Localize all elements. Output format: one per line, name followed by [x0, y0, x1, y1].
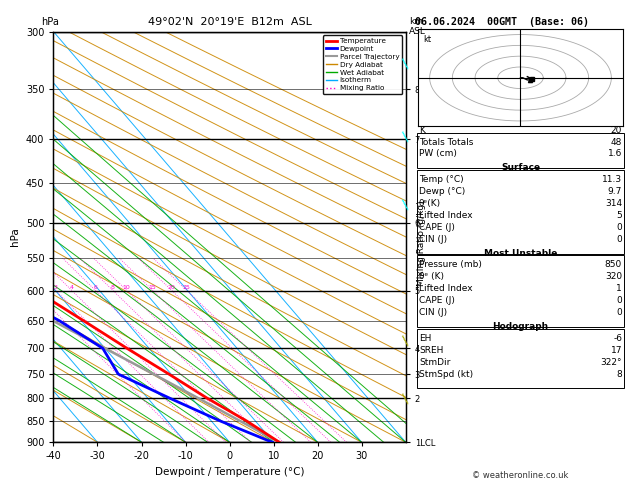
Text: 8: 8	[616, 369, 622, 379]
Text: 0: 0	[616, 296, 622, 305]
Text: hPa: hPa	[41, 17, 58, 27]
Text: 20: 20	[611, 125, 622, 135]
Text: Totals Totals: Totals Totals	[419, 138, 473, 147]
Legend: Temperature, Dewpoint, Parcel Trajectory, Dry Adiabat, Wet Adiabat, Isotherm, Mi: Temperature, Dewpoint, Parcel Trajectory…	[323, 35, 402, 94]
Text: Hodograph: Hodograph	[493, 322, 548, 331]
Text: Pressure (mb): Pressure (mb)	[419, 260, 482, 269]
Text: Most Unstable: Most Unstable	[484, 248, 557, 258]
Text: 06.06.2024  00GMT  (Base: 06): 06.06.2024 00GMT (Base: 06)	[415, 17, 589, 27]
Text: 5: 5	[616, 211, 622, 220]
Text: PW (cm): PW (cm)	[419, 149, 457, 158]
Text: 0: 0	[616, 235, 622, 243]
Text: 4: 4	[70, 285, 74, 290]
Text: 20: 20	[167, 285, 175, 290]
Text: 850: 850	[605, 260, 622, 269]
Text: 15: 15	[148, 285, 157, 290]
Text: SREH: SREH	[419, 346, 443, 355]
Text: /: /	[399, 392, 412, 405]
Text: CAPE (J): CAPE (J)	[419, 223, 455, 232]
Text: 6: 6	[93, 285, 97, 290]
Text: K: K	[419, 125, 425, 135]
Text: StmSpd (kt): StmSpd (kt)	[419, 369, 473, 379]
Text: -6: -6	[613, 334, 622, 343]
Text: 10: 10	[123, 285, 130, 290]
Text: CAPE (J): CAPE (J)	[419, 296, 455, 305]
Text: 11.3: 11.3	[602, 175, 622, 184]
Text: θᵉ(K): θᵉ(K)	[419, 199, 441, 208]
Text: kt: kt	[423, 35, 431, 44]
Y-axis label: hPa: hPa	[10, 227, 20, 246]
Text: Lifted Index: Lifted Index	[419, 284, 472, 293]
Text: 1: 1	[616, 284, 622, 293]
Text: km
ASL: km ASL	[409, 17, 426, 36]
Text: 320: 320	[605, 272, 622, 281]
Text: /: /	[399, 333, 412, 347]
Text: 25: 25	[182, 285, 191, 290]
Text: 314: 314	[605, 199, 622, 208]
Text: 1.6: 1.6	[608, 149, 622, 158]
X-axis label: Dewpoint / Temperature (°C): Dewpoint / Temperature (°C)	[155, 467, 304, 477]
Text: Surface: Surface	[501, 163, 540, 172]
Text: © weatheronline.co.uk: © weatheronline.co.uk	[472, 471, 569, 480]
Text: Temp (°C): Temp (°C)	[419, 175, 464, 184]
Text: θᵉ (K): θᵉ (K)	[419, 272, 444, 281]
Text: /: /	[399, 129, 412, 143]
Text: StmDir: StmDir	[419, 358, 450, 366]
Text: Dewp (°C): Dewp (°C)	[419, 187, 465, 196]
Text: CIN (J): CIN (J)	[419, 235, 447, 243]
Text: 8: 8	[111, 285, 114, 290]
Text: CIN (J): CIN (J)	[419, 308, 447, 317]
Text: Lifted Index: Lifted Index	[419, 211, 472, 220]
Text: /: /	[399, 56, 412, 70]
Text: 48: 48	[611, 138, 622, 147]
Text: EH: EH	[419, 334, 431, 343]
Text: 0: 0	[616, 223, 622, 232]
Text: Mixing Ratio (g/kg): Mixing Ratio (g/kg)	[417, 200, 426, 286]
Text: 0: 0	[616, 308, 622, 317]
Text: 49°02'N  20°19'E  B12m  ASL: 49°02'N 20°19'E B12m ASL	[148, 17, 311, 27]
Text: /: /	[399, 197, 412, 211]
Text: 9.7: 9.7	[608, 187, 622, 196]
Text: 17: 17	[611, 346, 622, 355]
Text: 322°: 322°	[601, 358, 622, 366]
Text: 3: 3	[53, 285, 57, 290]
